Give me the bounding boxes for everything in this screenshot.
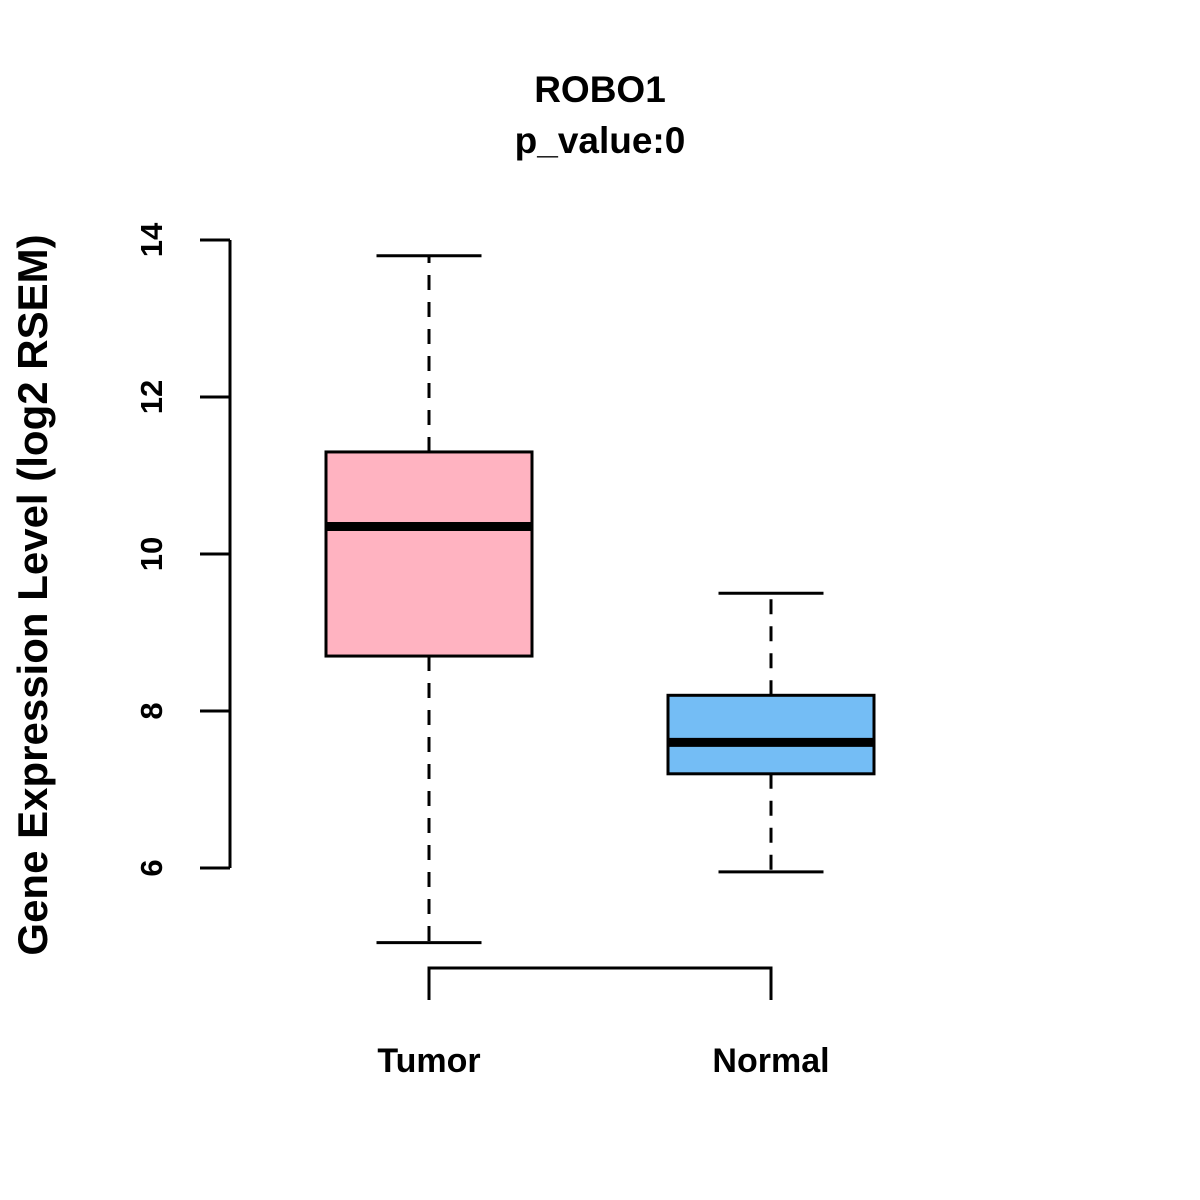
x-category-label: Normal bbox=[712, 1042, 829, 1080]
y-tick-label: 10 bbox=[134, 537, 169, 571]
x-axis-bracket bbox=[427, 966, 773, 1000]
y-tick-label: 14 bbox=[134, 222, 169, 257]
chart-subtitle: p_value:0 bbox=[514, 120, 686, 161]
box-normal bbox=[666, 693, 876, 776]
y-tick-label: 6 bbox=[134, 859, 169, 876]
y-tick-label: 12 bbox=[134, 380, 169, 414]
y-tick-label: 8 bbox=[134, 702, 169, 719]
chart-title: ROBO1 bbox=[534, 69, 666, 110]
box-tumor bbox=[324, 450, 534, 658]
x-category-label: Tumor bbox=[377, 1042, 480, 1080]
